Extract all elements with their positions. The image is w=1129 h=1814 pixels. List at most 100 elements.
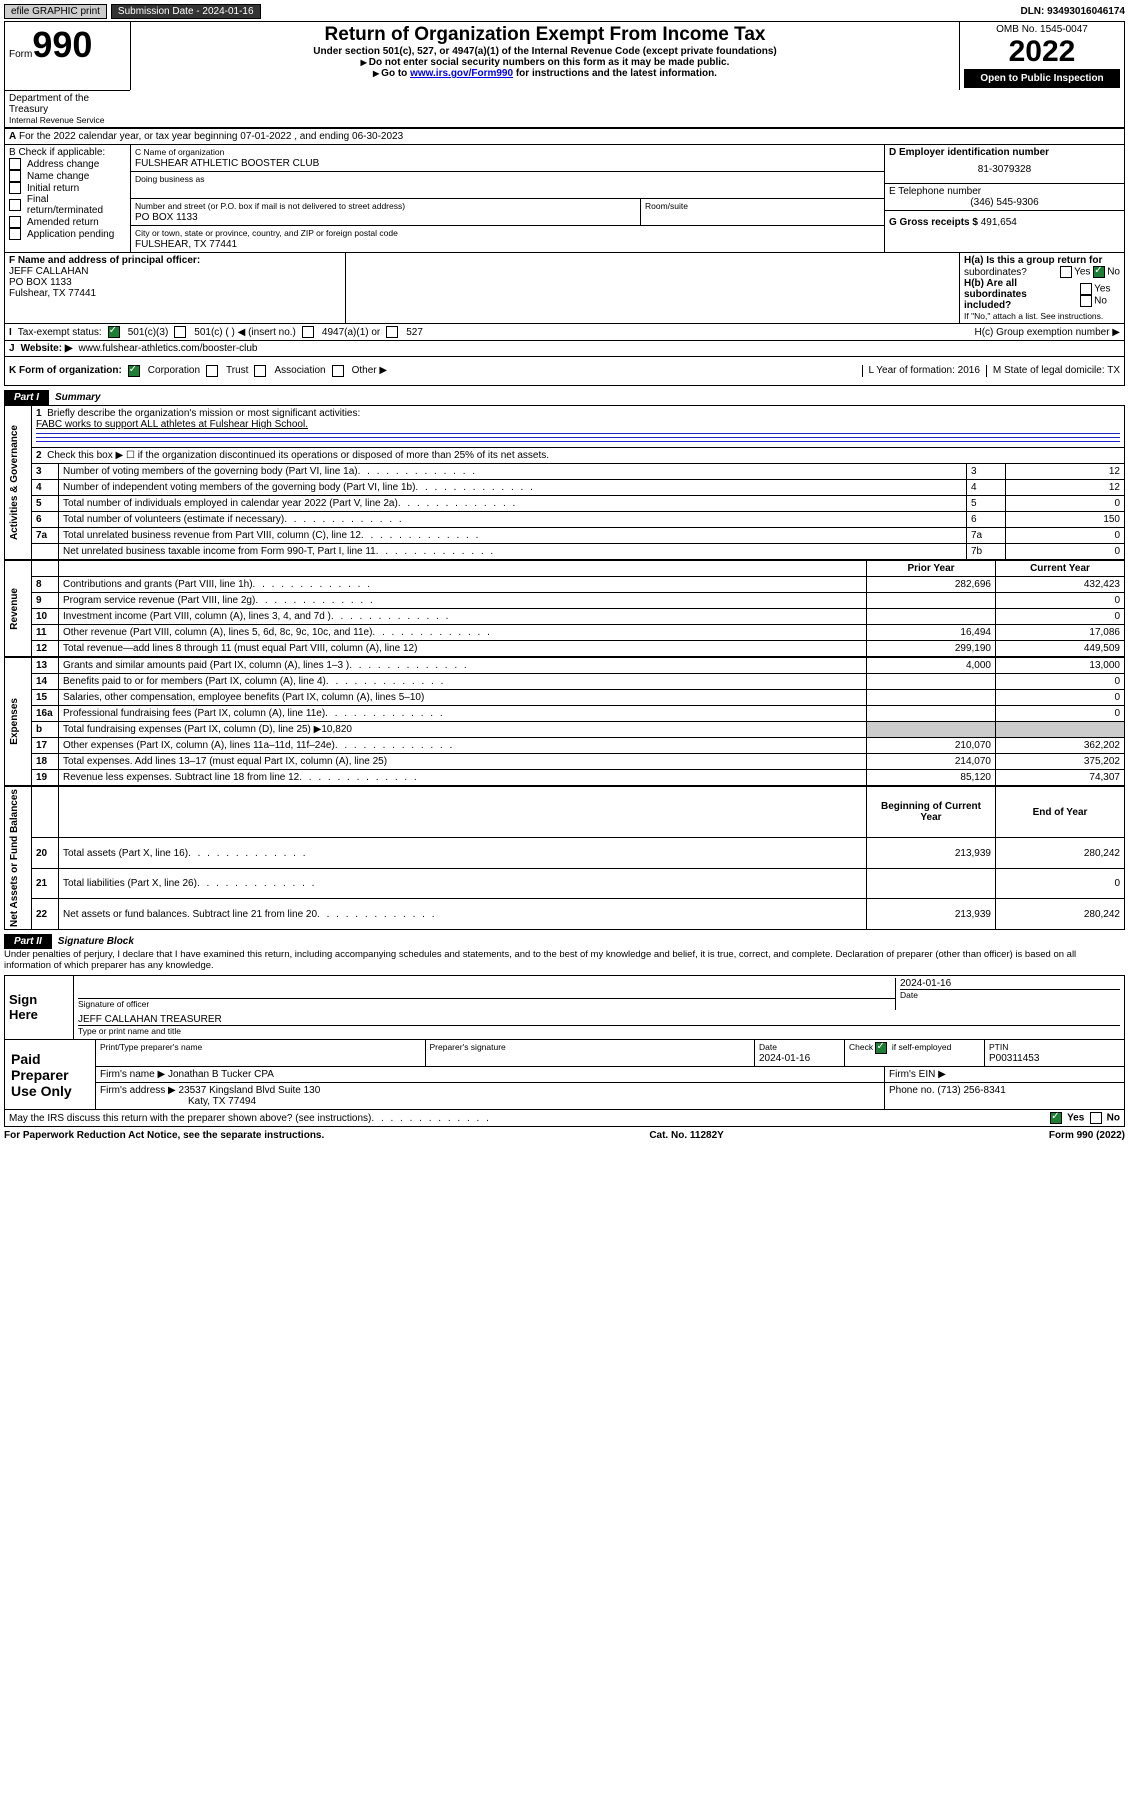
b-hdr: B Check if applicable:: [9, 147, 126, 158]
f-name: JEFF CALLAHAN: [9, 266, 88, 277]
l-year: L Year of formation: 2016: [862, 365, 980, 377]
cb-final[interactable]: [9, 199, 21, 211]
org-name: FULSHEAR ATHLETIC BOOSTER CLUB: [135, 158, 319, 169]
declaration: Under penalties of perjury, I declare th…: [4, 949, 1125, 971]
part1-title: Summary: [55, 392, 101, 403]
form-number: 990: [32, 24, 92, 65]
ha-no[interactable]: [1093, 266, 1105, 278]
vl-exp: Expenses: [9, 698, 20, 745]
cb-addr-change[interactable]: [9, 158, 21, 170]
ha-yes[interactable]: [1060, 266, 1072, 278]
efile-btn[interactable]: efile GRAPHIC print: [4, 4, 107, 19]
mission: FABC works to support ALL athletes at Fu…: [36, 419, 308, 430]
cb-501c[interactable]: [174, 326, 186, 338]
vl-rev: Revenue: [9, 588, 20, 630]
cb-trust[interactable]: [206, 365, 218, 377]
part2-tab: Part II: [4, 934, 52, 949]
ha: H(a) Is this a group return for: [964, 255, 1102, 266]
foot-c: Cat. No. 11282Y: [649, 1130, 723, 1141]
row-3: 3Number of voting members of the governi…: [5, 464, 1125, 480]
f-a2: Fulshear, TX 77441: [9, 288, 96, 299]
f-a1: PO BOX 1133: [9, 277, 72, 288]
e-hdr: E Telephone number: [889, 186, 981, 197]
row-7b: Net unrelated business taxable income fr…: [5, 544, 1125, 560]
hb-no[interactable]: [1080, 295, 1092, 307]
cb-527[interactable]: [386, 326, 398, 338]
form-word: Form: [9, 49, 32, 60]
sub-date-btn[interactable]: Submission Date - 2024-01-16: [111, 4, 261, 19]
cb-corp[interactable]: [128, 365, 140, 377]
part2-title: Signature Block: [58, 936, 134, 947]
cb-amended[interactable]: [9, 216, 21, 228]
cb-assoc[interactable]: [254, 365, 266, 377]
addr-hdr: Number and street (or P.O. box if mail i…: [135, 201, 405, 211]
g-val: 491,654: [981, 217, 1017, 228]
may-no[interactable]: [1090, 1112, 1102, 1124]
tax-year: 2022: [964, 35, 1120, 69]
sign-here: Sign Here: [5, 976, 73, 1039]
ein: 81-3079328: [889, 158, 1120, 181]
i-hdr: Tax-exempt status:: [18, 327, 102, 338]
dln: DLN: 93493016046174: [1020, 6, 1125, 17]
cb-initial[interactable]: [9, 182, 21, 194]
phone: (346) 545-9306: [889, 197, 1120, 208]
cb-other[interactable]: [332, 365, 344, 377]
sig-date: 2024-01-16: [900, 978, 1120, 989]
room-hdr: Room/suite: [640, 199, 884, 225]
hc: H(c) Group exemption number ▶: [974, 327, 1120, 338]
row-5: 5Total number of individuals employed in…: [5, 496, 1125, 512]
dba-hdr: Doing business as: [135, 174, 204, 184]
vl-net: Net Assets or Fund Balances: [9, 789, 20, 927]
cb-name-change[interactable]: [9, 170, 21, 182]
form-sub2: Do not enter social security numbers on …: [135, 57, 955, 68]
may-discuss: May the IRS discuss this return with the…: [9, 1113, 491, 1124]
expense-table: Expenses 13Grants and similar amounts pa…: [4, 657, 1125, 786]
cb-501c3[interactable]: [108, 326, 120, 338]
paid-hdr: Paid Preparer Use Only: [5, 1040, 95, 1109]
open-inspection: Open to Public Inspection: [964, 69, 1120, 88]
foot-l: For Paperwork Reduction Act Notice, see …: [4, 1130, 324, 1141]
vl-gov: Activities & Governance: [9, 425, 20, 540]
foot-r: Form 990 (2022): [1049, 1130, 1125, 1141]
firm-name: Firm's name ▶ Jonathan B Tucker CPA: [95, 1067, 884, 1082]
dept: Department of the Treasury: [9, 93, 126, 115]
net-table: Net Assets or Fund Balances Beginning of…: [4, 786, 1125, 930]
sig-line[interactable]: [78, 978, 895, 999]
d-hdr: D Employer identification number: [889, 147, 1049, 158]
line-a: A For the 2022 calendar year, or tax yea…: [4, 129, 1125, 145]
form-title: Return of Organization Exempt From Incom…: [135, 24, 955, 46]
city-hdr: City or town, state or province, country…: [135, 228, 398, 238]
firm-addr: Firm's address ▶ 23537 Kingsland Blvd Su…: [100, 1085, 320, 1096]
may-yes[interactable]: [1050, 1112, 1062, 1124]
irs-label: Internal Revenue Service: [9, 115, 126, 125]
header: Form990 Return of Organization Exempt Fr…: [4, 21, 1125, 128]
city: FULSHEAR, TX 77441: [135, 239, 237, 250]
row-7a: 7aTotal unrelated business revenue from …: [5, 528, 1125, 544]
website: www.fulshear-athletics.com/booster-club: [79, 343, 258, 354]
row-6: 6Total number of volunteers (estimate if…: [5, 512, 1125, 528]
revenue-table: Revenue Prior YearCurrent Year 8Contribu…: [4, 560, 1125, 657]
irs-link[interactable]: www.irs.gov/Form990: [410, 68, 513, 79]
f-hdr: F Name and address of principal officer:: [9, 255, 200, 266]
line2: Check this box ▶ ☐ if the organization d…: [47, 450, 549, 461]
cb-self-emp[interactable]: [875, 1042, 887, 1054]
part1-tab: Part I: [4, 390, 49, 405]
g-hdr: G Gross receipts $: [889, 217, 978, 228]
cb-app-pending[interactable]: [9, 228, 21, 240]
form-sub1: Under section 501(c), 527, or 4947(a)(1)…: [135, 46, 955, 57]
row-4: 4Number of independent voting members of…: [5, 480, 1125, 496]
goto: Go to: [373, 68, 410, 79]
section-a: B Check if applicable: Address change Na…: [4, 145, 1125, 253]
ptin: P00311453: [989, 1053, 1039, 1064]
c-name-hdr: C Name of organization: [135, 147, 224, 157]
officer-name: JEFF CALLAHAN TREASURER: [78, 1014, 1120, 1026]
part1-table: Activities & Governance 1 Briefly descri…: [4, 405, 1125, 560]
addr: PO BOX 1133: [135, 212, 198, 223]
hb-yes[interactable]: [1080, 283, 1092, 295]
goto2: for instructions and the latest informat…: [513, 68, 717, 79]
m-state: M State of legal domicile: TX: [986, 365, 1120, 377]
topbar: efile GRAPHIC print Submission Date - 20…: [4, 4, 1125, 19]
cb-4947[interactable]: [302, 326, 314, 338]
k-hdr: K Form of organization:: [9, 365, 122, 377]
firm-phone: Phone no. (713) 256-8341: [884, 1083, 1124, 1109]
